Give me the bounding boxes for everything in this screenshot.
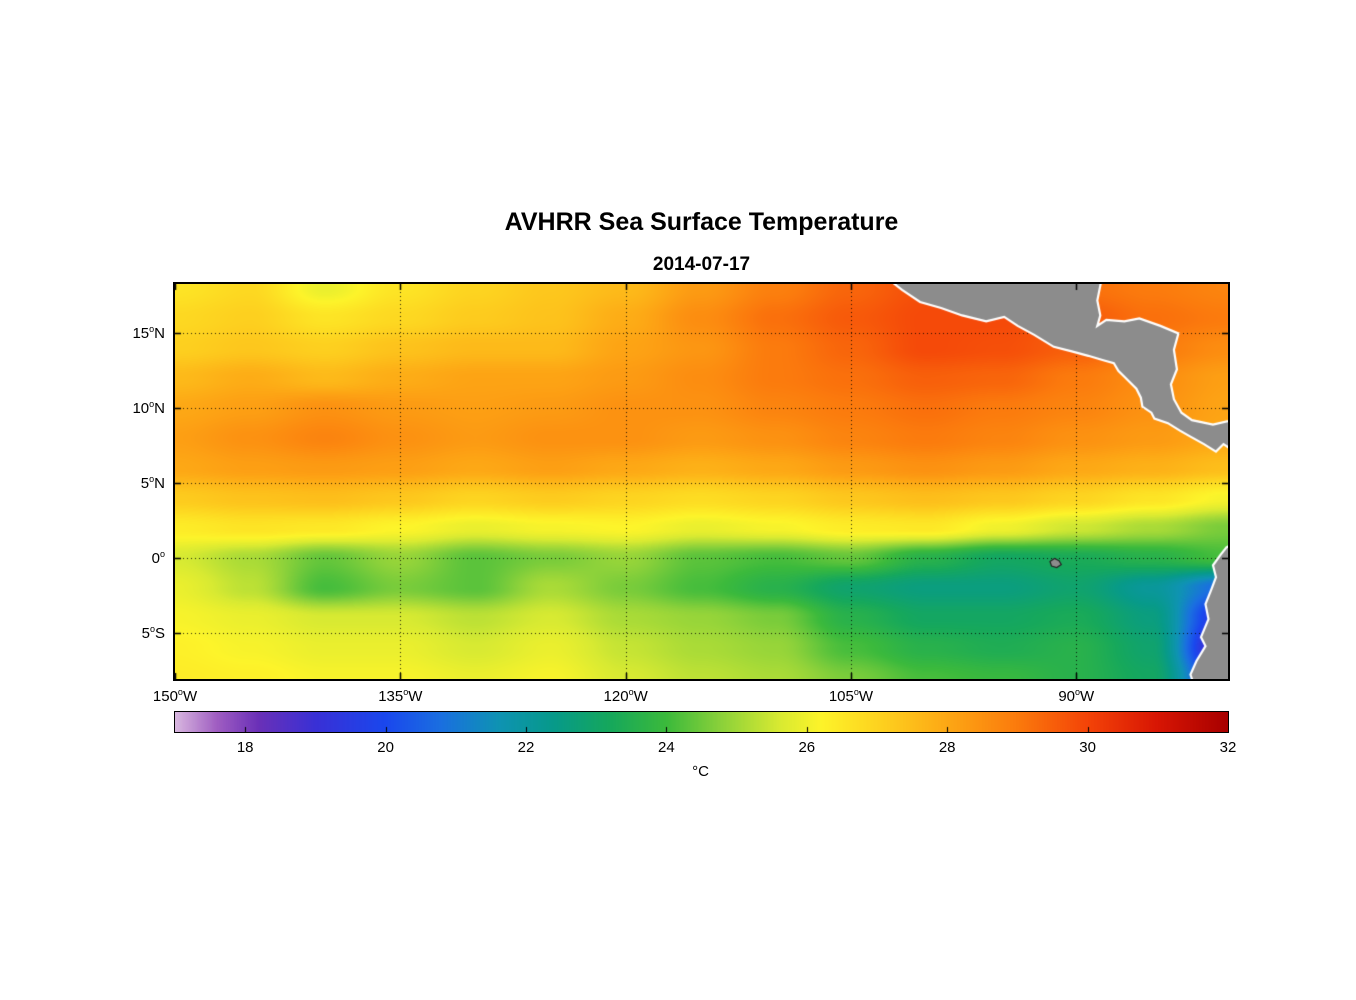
y-tick-label: 0o bbox=[151, 548, 165, 567]
sst-heatmap-canvas bbox=[175, 284, 1228, 679]
colorbar-tick-label: 28 bbox=[938, 739, 956, 756]
x-tick-label: 135oW bbox=[378, 687, 423, 705]
colorbar-tick-label: 18 bbox=[236, 739, 254, 756]
y-tick-label: 10oN bbox=[132, 399, 165, 418]
y-tick-label: 5oN bbox=[140, 473, 165, 492]
x-tick-label: 105oW bbox=[828, 687, 874, 705]
y-tick-label: 15oN bbox=[132, 324, 165, 343]
map-plot-area: 15oN 10oN 5oN 0o 5oS 150oW 135oW 120oW 105oW 90o… bbox=[132, 282, 1230, 705]
x-tick-label: 120oW bbox=[603, 687, 648, 705]
colorbar-tick-label: 26 bbox=[798, 739, 816, 756]
x-tick-label: 90oW bbox=[1058, 687, 1095, 705]
y-axis-tick-labels: 15oN 10oN 5oN 0o 5oS bbox=[95, 284, 175, 679]
colorbar-tick-labels: 18 20 22 24 26 28 30 32 bbox=[175, 739, 1237, 759]
y-tick-label: 5oS bbox=[141, 623, 165, 642]
x-tick-label: 150oW bbox=[152, 687, 198, 705]
colorbar-tick-label: 22 bbox=[517, 739, 535, 756]
colorbar-tick-label: 20 bbox=[377, 739, 394, 756]
colorbar-unit-label: °C bbox=[692, 763, 709, 780]
colorbar-gradient bbox=[175, 712, 1228, 732]
colorbar-tick-label: 24 bbox=[658, 739, 675, 756]
chart-title: AVHRR Sea Surface Temperature bbox=[504, 208, 899, 236]
colorbar-tick-label: 30 bbox=[1079, 739, 1096, 756]
colorbar-frame bbox=[174, 711, 1229, 733]
colorbar-tick-label: 32 bbox=[1219, 739, 1237, 756]
x-axis-tick-labels: 150oW 135oW 120oW 105oW 90oW bbox=[153, 679, 1228, 713]
colorbar-area: 18 20 22 24 26 28 30 32 °C bbox=[174, 711, 1237, 791]
chart-subtitle: 2014-07-17 bbox=[652, 254, 751, 275]
